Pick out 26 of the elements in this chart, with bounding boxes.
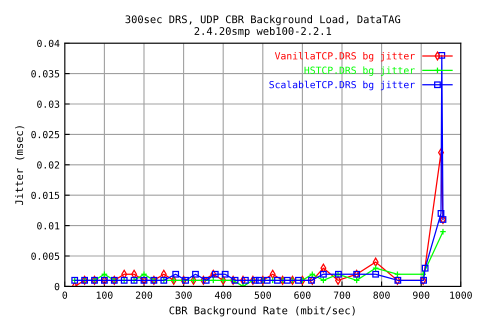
y-tick-label: 0.025	[31, 130, 60, 138]
legend-label: HSTCP.DRS bg jitter	[304, 66, 415, 76]
legend-label: ScalableTCP.DRS bg jitter	[269, 80, 415, 90]
legend-label: VanillaTCP.DRS bg jitter	[274, 52, 415, 62]
y-tick-label: 0.015	[31, 192, 60, 200]
x-tick-label: 200	[136, 291, 152, 299]
y-axis-title: Jitter (msec)	[15, 126, 24, 206]
x-tick-label: 500	[254, 291, 271, 299]
y-tick-label: 0.04	[37, 40, 60, 48]
chart-title: 300sec DRS, UDP CBR Background Load, DataTAG 2.4.20smp web100-2.2.1	[126, 15, 400, 38]
x-tick-label: 400	[214, 291, 232, 299]
y-tick-label: 0.005	[31, 252, 60, 260]
x-tick-label: 600	[294, 291, 311, 299]
y-tick-label: 0.03	[37, 100, 60, 108]
x-tick-label: 1000	[450, 291, 472, 299]
x-tick-label: 700	[334, 291, 350, 299]
x-axis-title: CBR Background Rate (mbit/sec)	[169, 306, 355, 316]
x-tick-label: 100	[96, 291, 113, 299]
x-tick-label: 900	[413, 291, 430, 299]
y-tick-label: 0.01	[37, 222, 60, 230]
x-tick-label: 300	[175, 291, 192, 299]
x-tick-label: 800	[373, 291, 390, 299]
x-tick-label: 0	[62, 291, 68, 299]
y-tick-label: 0	[54, 282, 60, 290]
y-tick-label: 0.035	[31, 70, 60, 78]
y-tick-label: 0.02	[37, 161, 60, 169]
